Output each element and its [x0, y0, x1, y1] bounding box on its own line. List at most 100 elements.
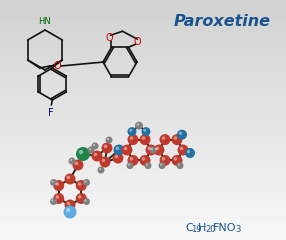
- Circle shape: [66, 208, 70, 212]
- Circle shape: [160, 134, 170, 145]
- Circle shape: [158, 162, 166, 169]
- Circle shape: [162, 157, 165, 161]
- Text: O: O: [106, 33, 113, 43]
- Text: HN: HN: [39, 17, 51, 26]
- Circle shape: [154, 144, 164, 156]
- Circle shape: [76, 193, 87, 204]
- Circle shape: [180, 147, 183, 150]
- Circle shape: [76, 180, 87, 191]
- Circle shape: [83, 198, 90, 205]
- Circle shape: [122, 144, 132, 156]
- Circle shape: [187, 150, 190, 153]
- Circle shape: [102, 159, 105, 162]
- Circle shape: [185, 148, 195, 158]
- Text: Paroxetine: Paroxetine: [174, 14, 271, 30]
- Circle shape: [137, 123, 139, 126]
- Circle shape: [107, 138, 109, 140]
- Circle shape: [50, 198, 57, 205]
- Circle shape: [177, 130, 187, 140]
- Circle shape: [55, 195, 59, 199]
- Circle shape: [79, 150, 83, 154]
- Circle shape: [146, 163, 148, 166]
- Circle shape: [83, 179, 90, 186]
- Text: F: F: [47, 108, 53, 118]
- Circle shape: [104, 145, 107, 148]
- Circle shape: [148, 147, 151, 150]
- Circle shape: [142, 136, 145, 140]
- Circle shape: [128, 163, 130, 166]
- Circle shape: [112, 152, 124, 163]
- Text: 20: 20: [205, 226, 215, 234]
- Circle shape: [140, 134, 150, 145]
- Circle shape: [67, 176, 70, 179]
- Circle shape: [100, 156, 110, 168]
- Circle shape: [72, 160, 84, 170]
- Circle shape: [51, 199, 54, 202]
- Circle shape: [116, 147, 119, 150]
- Circle shape: [143, 129, 146, 132]
- Circle shape: [160, 155, 170, 166]
- Circle shape: [99, 168, 101, 170]
- Circle shape: [94, 153, 97, 156]
- Circle shape: [144, 162, 152, 169]
- Circle shape: [130, 136, 133, 140]
- Circle shape: [67, 202, 70, 205]
- Circle shape: [84, 180, 87, 183]
- Circle shape: [146, 144, 156, 156]
- Text: O: O: [134, 37, 141, 47]
- Circle shape: [51, 180, 54, 183]
- Circle shape: [92, 143, 98, 150]
- Text: FNO: FNO: [213, 223, 237, 233]
- Circle shape: [154, 146, 160, 154]
- Circle shape: [55, 182, 59, 186]
- Circle shape: [128, 155, 138, 166]
- Text: O: O: [54, 61, 61, 71]
- Circle shape: [50, 179, 57, 186]
- Circle shape: [130, 157, 133, 161]
- Circle shape: [115, 155, 118, 158]
- Circle shape: [70, 159, 72, 161]
- Text: 3: 3: [235, 226, 240, 234]
- Circle shape: [93, 144, 95, 146]
- Circle shape: [84, 199, 87, 202]
- Circle shape: [92, 150, 102, 162]
- Circle shape: [142, 157, 145, 161]
- Circle shape: [156, 147, 159, 150]
- Circle shape: [172, 134, 182, 145]
- Circle shape: [128, 127, 136, 136]
- Circle shape: [142, 127, 150, 136]
- Text: H: H: [198, 223, 206, 233]
- Circle shape: [75, 162, 78, 165]
- Circle shape: [162, 136, 165, 140]
- Circle shape: [176, 162, 184, 169]
- Circle shape: [53, 193, 64, 204]
- Circle shape: [178, 144, 188, 156]
- Circle shape: [65, 199, 76, 210]
- Circle shape: [63, 205, 76, 218]
- Circle shape: [124, 147, 127, 150]
- Circle shape: [150, 146, 156, 154]
- Circle shape: [65, 174, 76, 185]
- Text: 19: 19: [191, 226, 202, 234]
- Circle shape: [126, 162, 134, 169]
- Circle shape: [78, 195, 82, 199]
- Circle shape: [114, 144, 124, 156]
- Circle shape: [53, 180, 64, 191]
- Circle shape: [106, 137, 112, 144]
- Circle shape: [160, 163, 162, 166]
- Circle shape: [128, 134, 138, 145]
- Circle shape: [69, 157, 76, 164]
- Circle shape: [135, 122, 143, 130]
- Circle shape: [179, 132, 182, 135]
- Circle shape: [151, 148, 153, 150]
- Circle shape: [129, 129, 132, 132]
- Circle shape: [174, 157, 177, 161]
- Circle shape: [78, 182, 82, 186]
- Circle shape: [174, 136, 177, 140]
- Circle shape: [140, 155, 150, 166]
- Circle shape: [155, 148, 157, 150]
- Circle shape: [88, 146, 94, 154]
- Text: C: C: [185, 223, 193, 233]
- Circle shape: [178, 163, 180, 166]
- Circle shape: [98, 167, 104, 174]
